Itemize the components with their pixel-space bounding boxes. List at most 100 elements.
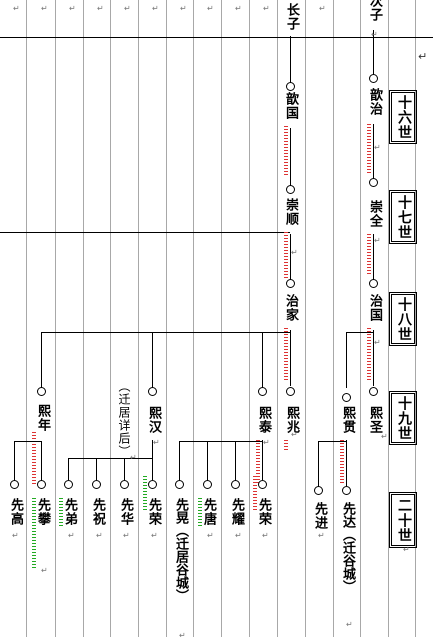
name-chongquan: 崇全 [367,200,382,228]
person-node [231,480,240,489]
name-xianrong-2: 先荣 [256,498,271,526]
person-node [37,387,46,396]
annotation-underline [32,432,36,484]
return-mark: ↵ [130,453,137,462]
annotation-underline [143,476,147,512]
branch-line [152,440,153,480]
return-mark: ↵ [374,236,381,245]
return-mark: ↵ [151,531,158,540]
name-xiandi: 先弟 [62,498,77,526]
generation-18-label: 十八世 [389,292,417,346]
sibling-bar [346,332,373,333]
column-line [221,0,222,637]
name-xianhua: 先华 [118,498,133,526]
return-mark: ↵ [123,531,130,540]
return-mark: ↵ [69,4,76,13]
column-line [166,0,167,637]
annotation-underline [59,498,63,528]
column-line [415,0,416,637]
branch-line [262,332,263,388]
generation-20-label: 二十世 [389,492,417,548]
name-qinzhi: 歆治 [367,88,382,116]
name-xinian: 熙年 [35,404,50,432]
name-xihan: 熙汉 [146,406,161,434]
person-node [369,279,378,288]
person-node [92,480,101,489]
return-mark: ↵ [381,432,388,441]
return-mark: ↵ [13,4,20,13]
trunk-line [373,124,374,180]
person-node [314,486,323,495]
branch-line [207,441,208,481]
branch-line [41,332,42,388]
branch-line [318,441,319,487]
person-node [148,480,157,489]
return-mark: ↵ [153,438,160,447]
annotation-underline [340,440,344,484]
return-mark: ↵ [318,531,325,540]
branch-line [262,440,263,480]
column-line [333,0,334,637]
branch-line [152,332,153,388]
branch-line [235,441,236,481]
person-node [286,82,295,91]
column-line [360,0,361,637]
column-line [138,0,139,637]
branch-line [179,441,180,481]
branch-line [41,441,42,481]
name-xianda: 先达（迁谷城） [340,502,355,593]
sibling-bar [68,458,153,459]
return-mark: ↵ [291,248,298,257]
person-node [37,480,46,489]
branch-line [14,441,15,481]
header-rule [0,37,433,38]
name-top-left: 长子 [284,3,299,31]
name-xiantang: 先唐 [201,498,216,526]
return-mark: ↵ [235,4,242,13]
person-node [175,480,184,489]
name-xisheng: 熙圣 [367,406,382,434]
branch-line [346,332,347,388]
return-mark: ↵ [346,620,353,629]
return-mark: ↵ [97,4,104,13]
annotation-underline [284,232,288,278]
trunk-line [290,128,291,186]
person-node [286,279,295,288]
name-xiangao: 先高 [8,498,23,526]
trunk-line [373,30,374,75]
return-mark: ↵ [41,566,48,575]
return-mark: ↵ [235,531,242,540]
column-line [83,0,84,637]
annotation-underline [367,234,371,274]
column-line [55,0,56,637]
person-node [286,185,295,194]
name-xianjin: 先进 [312,502,327,530]
name-xianzhu: 先祝 [90,498,105,526]
column-line [388,0,389,637]
person-node [369,74,378,83]
name-xianhuang: 先晃（迁居谷城） [173,498,188,602]
person-node [10,480,19,489]
return-mark: ↵ [263,438,270,447]
person-node [369,178,378,187]
trunk-line [373,234,374,280]
person-node [120,480,129,489]
generation-16-label: 十六世 [389,90,417,144]
branch-line [290,330,291,386]
branch-line [96,458,97,480]
person-node [148,387,157,396]
name-xitai: 熙泰 [256,406,271,434]
name-xianyao: 先耀 [229,498,244,526]
return-mark: ↵ [180,4,187,13]
branch-line [373,330,374,386]
person-node [203,480,212,489]
name-qinguo: 歆国 [283,92,298,120]
column-line [110,0,111,637]
column-line [193,0,194,637]
column-line [249,0,250,637]
branch-line [0,232,290,233]
branch-line [124,458,125,480]
person-node [342,486,351,495]
return-mark: ↵ [207,4,214,13]
